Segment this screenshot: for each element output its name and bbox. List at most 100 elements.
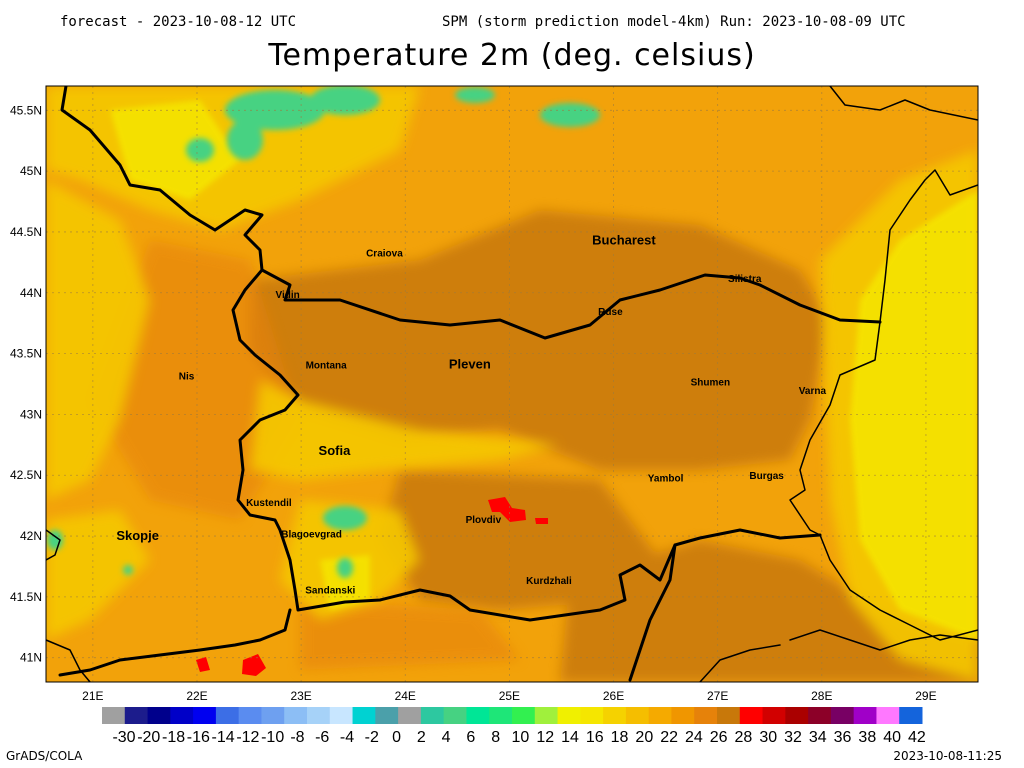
lat-tick-label: 45.5N: [10, 103, 42, 117]
colorbar-swatch: [238, 707, 262, 724]
colorbar-swatch: [443, 707, 467, 724]
lon-tick-label: 21E: [82, 689, 103, 703]
colorbar-label: 28: [735, 729, 753, 746]
colorbar-swatch: [785, 707, 809, 724]
city-label: Vidin: [275, 290, 299, 301]
lat-tick-label: 43N: [20, 407, 42, 421]
colorbar-label: 8: [491, 729, 500, 746]
city-label: Pleven: [449, 357, 491, 372]
lat-tick-label: 42N: [20, 529, 42, 543]
colorbar-swatch: [830, 707, 855, 724]
colorbar-label: 6: [466, 729, 475, 746]
city-label: Burgas: [749, 471, 784, 482]
colorbar-swatch: [648, 707, 672, 724]
colorbar-label: 0: [392, 729, 401, 746]
colorbar-label: -20: [137, 729, 160, 746]
colorbar-label: 12: [536, 729, 554, 746]
city-label: Skopje: [116, 528, 159, 543]
colorbar-label: 34: [809, 729, 827, 746]
city-label: Nis: [179, 371, 195, 382]
colorbar-swatch: [147, 707, 171, 724]
lat-tick-label: 44.5N: [10, 225, 42, 239]
colorbar-swatch: [398, 707, 422, 724]
colorbar-swatch: [625, 707, 650, 724]
colorbar-label: 40: [883, 729, 901, 746]
city-label: Sandanski: [305, 586, 355, 597]
colorbar-swatch: [557, 707, 581, 724]
colorbar-label: 4: [442, 729, 451, 746]
colorbar-label: 36: [834, 729, 852, 746]
lat-tick-label: 45N: [20, 164, 42, 178]
colorbar-swatch: [193, 707, 217, 724]
lon-tick-label: 28E: [811, 689, 832, 703]
lat-tick-label: 44N: [20, 286, 42, 300]
colorbar-swatch: [329, 707, 354, 724]
colorbar-swatch: [420, 707, 445, 724]
city-label: Montana: [306, 361, 348, 372]
colorbar-swatch: [512, 707, 536, 724]
city-label: Silistra: [728, 274, 762, 285]
generated-timestamp: 2023-10-08-11:25: [893, 749, 1002, 763]
colorbar-label: -12: [236, 729, 259, 746]
lat-tick-label: 41N: [20, 651, 42, 665]
lon-tick-label: 25E: [499, 689, 520, 703]
colorbar-swatch: [808, 707, 832, 724]
colorbar-swatch: [739, 707, 764, 724]
colorbar-label: 30: [759, 729, 777, 746]
city-label: Bucharest: [592, 232, 656, 247]
colorbar-swatch: [170, 707, 194, 724]
temperature-field: Bucharest Craiova Vidin Silistra Ruse Montana…: [46, 86, 978, 682]
temperature-map: Bucharest Craiova Vidin Silistra Ruse Montana…: [10, 85, 979, 703]
colorbar-swatch: [671, 707, 695, 724]
city-label: Yambol: [648, 474, 684, 485]
colorbar-label: -18: [162, 729, 185, 746]
colorbar-swatch: [284, 707, 308, 724]
colorbar-label: -2: [365, 729, 379, 746]
city-label: Kurdzhali: [526, 576, 572, 587]
colorbar-swatch: [489, 707, 513, 724]
colorbar-label: 42: [908, 729, 926, 746]
colorbar-label: 14: [561, 729, 579, 746]
lon-tick-label: 26E: [603, 689, 624, 703]
lon-tick-label: 24E: [395, 689, 416, 703]
colorbar-label: 18: [611, 729, 629, 746]
colorbar-label: 38: [858, 729, 876, 746]
model-run-label: SPM (storm prediction model-4km) Run: 20…: [442, 14, 906, 30]
colorbar-label: -16: [187, 729, 210, 746]
colorbar-swatch: [580, 707, 604, 724]
colorbar-label: 32: [784, 729, 802, 746]
colorbar-label: 20: [635, 729, 653, 746]
colorbar-label: 24: [685, 729, 703, 746]
lat-tick-label: 42.5N: [10, 468, 42, 482]
colorbar-label: 22: [660, 729, 678, 746]
colorbar-label: -14: [212, 729, 235, 746]
forecast-time-label: forecast - 2023-10-08-12 UTC: [60, 14, 297, 30]
city-label: Sofia: [319, 443, 352, 458]
country-borders: [46, 86, 978, 682]
colorbar-label: -10: [261, 729, 284, 746]
colorbar-label: 10: [512, 729, 530, 746]
colorbar-swatch: [534, 707, 559, 724]
lon-tick-label: 22E: [186, 689, 207, 703]
colorbar-swatch: [261, 707, 285, 724]
colorbar-label: 2: [417, 729, 426, 746]
colorbar-swatch: [102, 707, 126, 724]
colorbar-swatch: [876, 707, 900, 724]
city-label: Plovdiv: [466, 515, 502, 526]
colorbar-swatch: [717, 707, 741, 724]
colorbar-swatch: [124, 707, 149, 724]
colorbar-label: 16: [586, 729, 604, 746]
colorbar-swatch: [762, 707, 786, 724]
colorbar-swatch: [694, 707, 718, 724]
colorbar-swatch: [307, 707, 331, 724]
colorbar-swatch: [375, 707, 399, 724]
city-label: Ruse: [598, 307, 623, 318]
colorbar-label: -4: [340, 729, 354, 746]
colorbar-swatch: [215, 707, 240, 724]
colorbar-label: -30: [112, 729, 135, 746]
city-label: Varna: [799, 386, 827, 397]
city-label: Craiova: [366, 249, 403, 260]
colorbar-swatch: [603, 707, 627, 724]
colorbar-swatch: [466, 707, 490, 724]
